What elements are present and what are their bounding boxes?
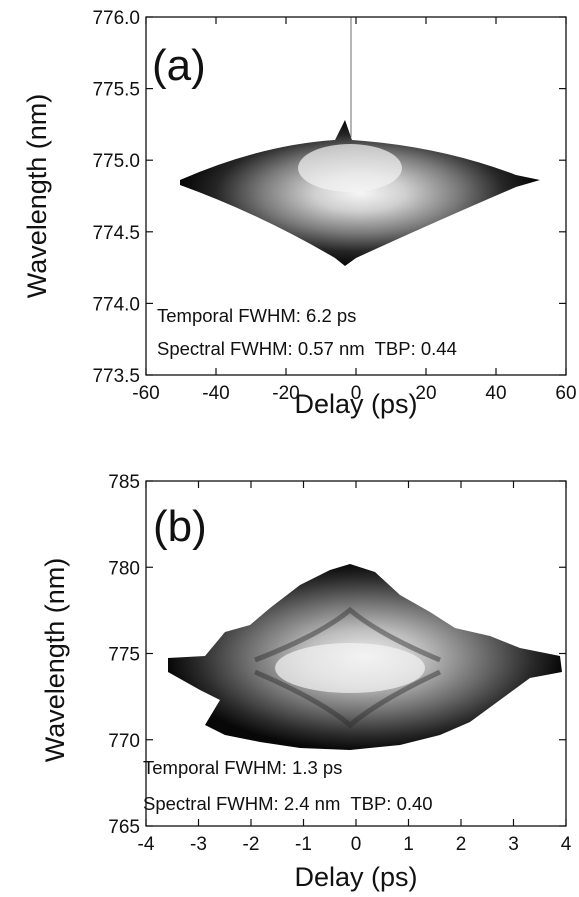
panel-b-heatmap xyxy=(168,564,562,750)
panel-a-ticks: -60 -40 -20 0 20 40 60 773.5 774.0 774.5 775.0 775.… xyxy=(92,8,576,404)
panel-a-x-tick-label: -40 xyxy=(202,383,229,404)
panel-a-xlabel: Delay (ps) xyxy=(294,389,417,419)
panel-b-annotation-spectral: Spectral FWHM: 2.4 nm TBP: 0.40 xyxy=(143,793,433,814)
panel-b-ylabel: Wavelength (nm) xyxy=(40,558,70,763)
panel-a-x-tick-label: -20 xyxy=(272,383,299,404)
panel-a: -60 -40 -20 0 20 40 60 773.5 774.0 774.5 775.0 775.… xyxy=(22,8,577,419)
panel-b-letter: (b) xyxy=(153,502,207,551)
panel-a-annotation-spectral: Spectral FWHM: 0.57 nm TBP: 0.44 xyxy=(157,338,457,359)
panel-b-x-tick-label: -4 xyxy=(138,834,155,855)
panel-b-ticks: -4 -3 -2 -1 0 1 2 3 4 765 770 775 780 785 xyxy=(108,472,571,855)
panel-b-annotation-temporal: Temporal FWHM: 1.3 ps xyxy=(143,757,342,778)
panel-a-x-tick-label: 20 xyxy=(415,383,436,404)
panel-b-x-tick-label: 2 xyxy=(456,834,467,855)
panel-a-x-tick-label: 0 xyxy=(351,383,362,404)
panel-a-y-tick-label: 776.0 xyxy=(92,8,140,29)
panel-a-y-tick-label: 773.5 xyxy=(92,366,140,387)
panel-b-peak-core xyxy=(275,643,425,693)
panel-a-y-tick-label: 774.5 xyxy=(92,223,140,244)
panel-b-y-tick-label: 780 xyxy=(108,558,140,579)
panel-b-y-tick-label: 770 xyxy=(108,731,140,752)
panel-b-x-tick-label: -2 xyxy=(243,834,260,855)
panel-a-peak-core xyxy=(298,144,402,192)
panel-a-y-tick-label: 774.0 xyxy=(92,294,140,315)
panel-b-x-tick-label: 1 xyxy=(403,834,414,855)
panel-b-x-tick-label: 4 xyxy=(561,834,572,855)
panel-b: -4 -3 -2 -1 0 1 2 3 4 765 770 775 780 785 (b) Tempora… xyxy=(40,472,572,892)
panel-b-xlabel: Delay (ps) xyxy=(294,862,417,892)
panel-a-vertical-streak xyxy=(350,17,352,137)
panel-b-fringe-right xyxy=(254,669,442,729)
panel-a-x-tick-label: 60 xyxy=(555,383,576,404)
panel-a-y-tick-label: 775.5 xyxy=(92,80,140,101)
panel-a-intensity-body xyxy=(180,120,540,266)
panel-b-x-tick-label: 3 xyxy=(508,834,519,855)
panel-b-y-tick-label: 785 xyxy=(108,472,140,493)
panel-a-heatmap xyxy=(180,17,540,266)
panel-b-x-tick-label: -3 xyxy=(190,834,207,855)
panel-b-x-tick-label: 0 xyxy=(351,834,362,855)
panel-b-fringe-left xyxy=(254,606,441,663)
panel-b-y-tick-label: 775 xyxy=(108,645,140,666)
panel-a-letter: (a) xyxy=(152,41,206,90)
panel-a-y-tick-label: 775.0 xyxy=(92,151,140,172)
panel-a-x-tick-label: 40 xyxy=(485,383,506,404)
panel-a-x-tick-label: -60 xyxy=(132,383,159,404)
panel-b-y-tick-label: 765 xyxy=(108,817,140,838)
panel-b-x-tick-label: -1 xyxy=(295,834,312,855)
panel-a-ylabel: Wavelength (nm) xyxy=(22,94,52,299)
panel-a-annotation-temporal: Temporal FWHM: 6.2 ps xyxy=(157,305,356,326)
